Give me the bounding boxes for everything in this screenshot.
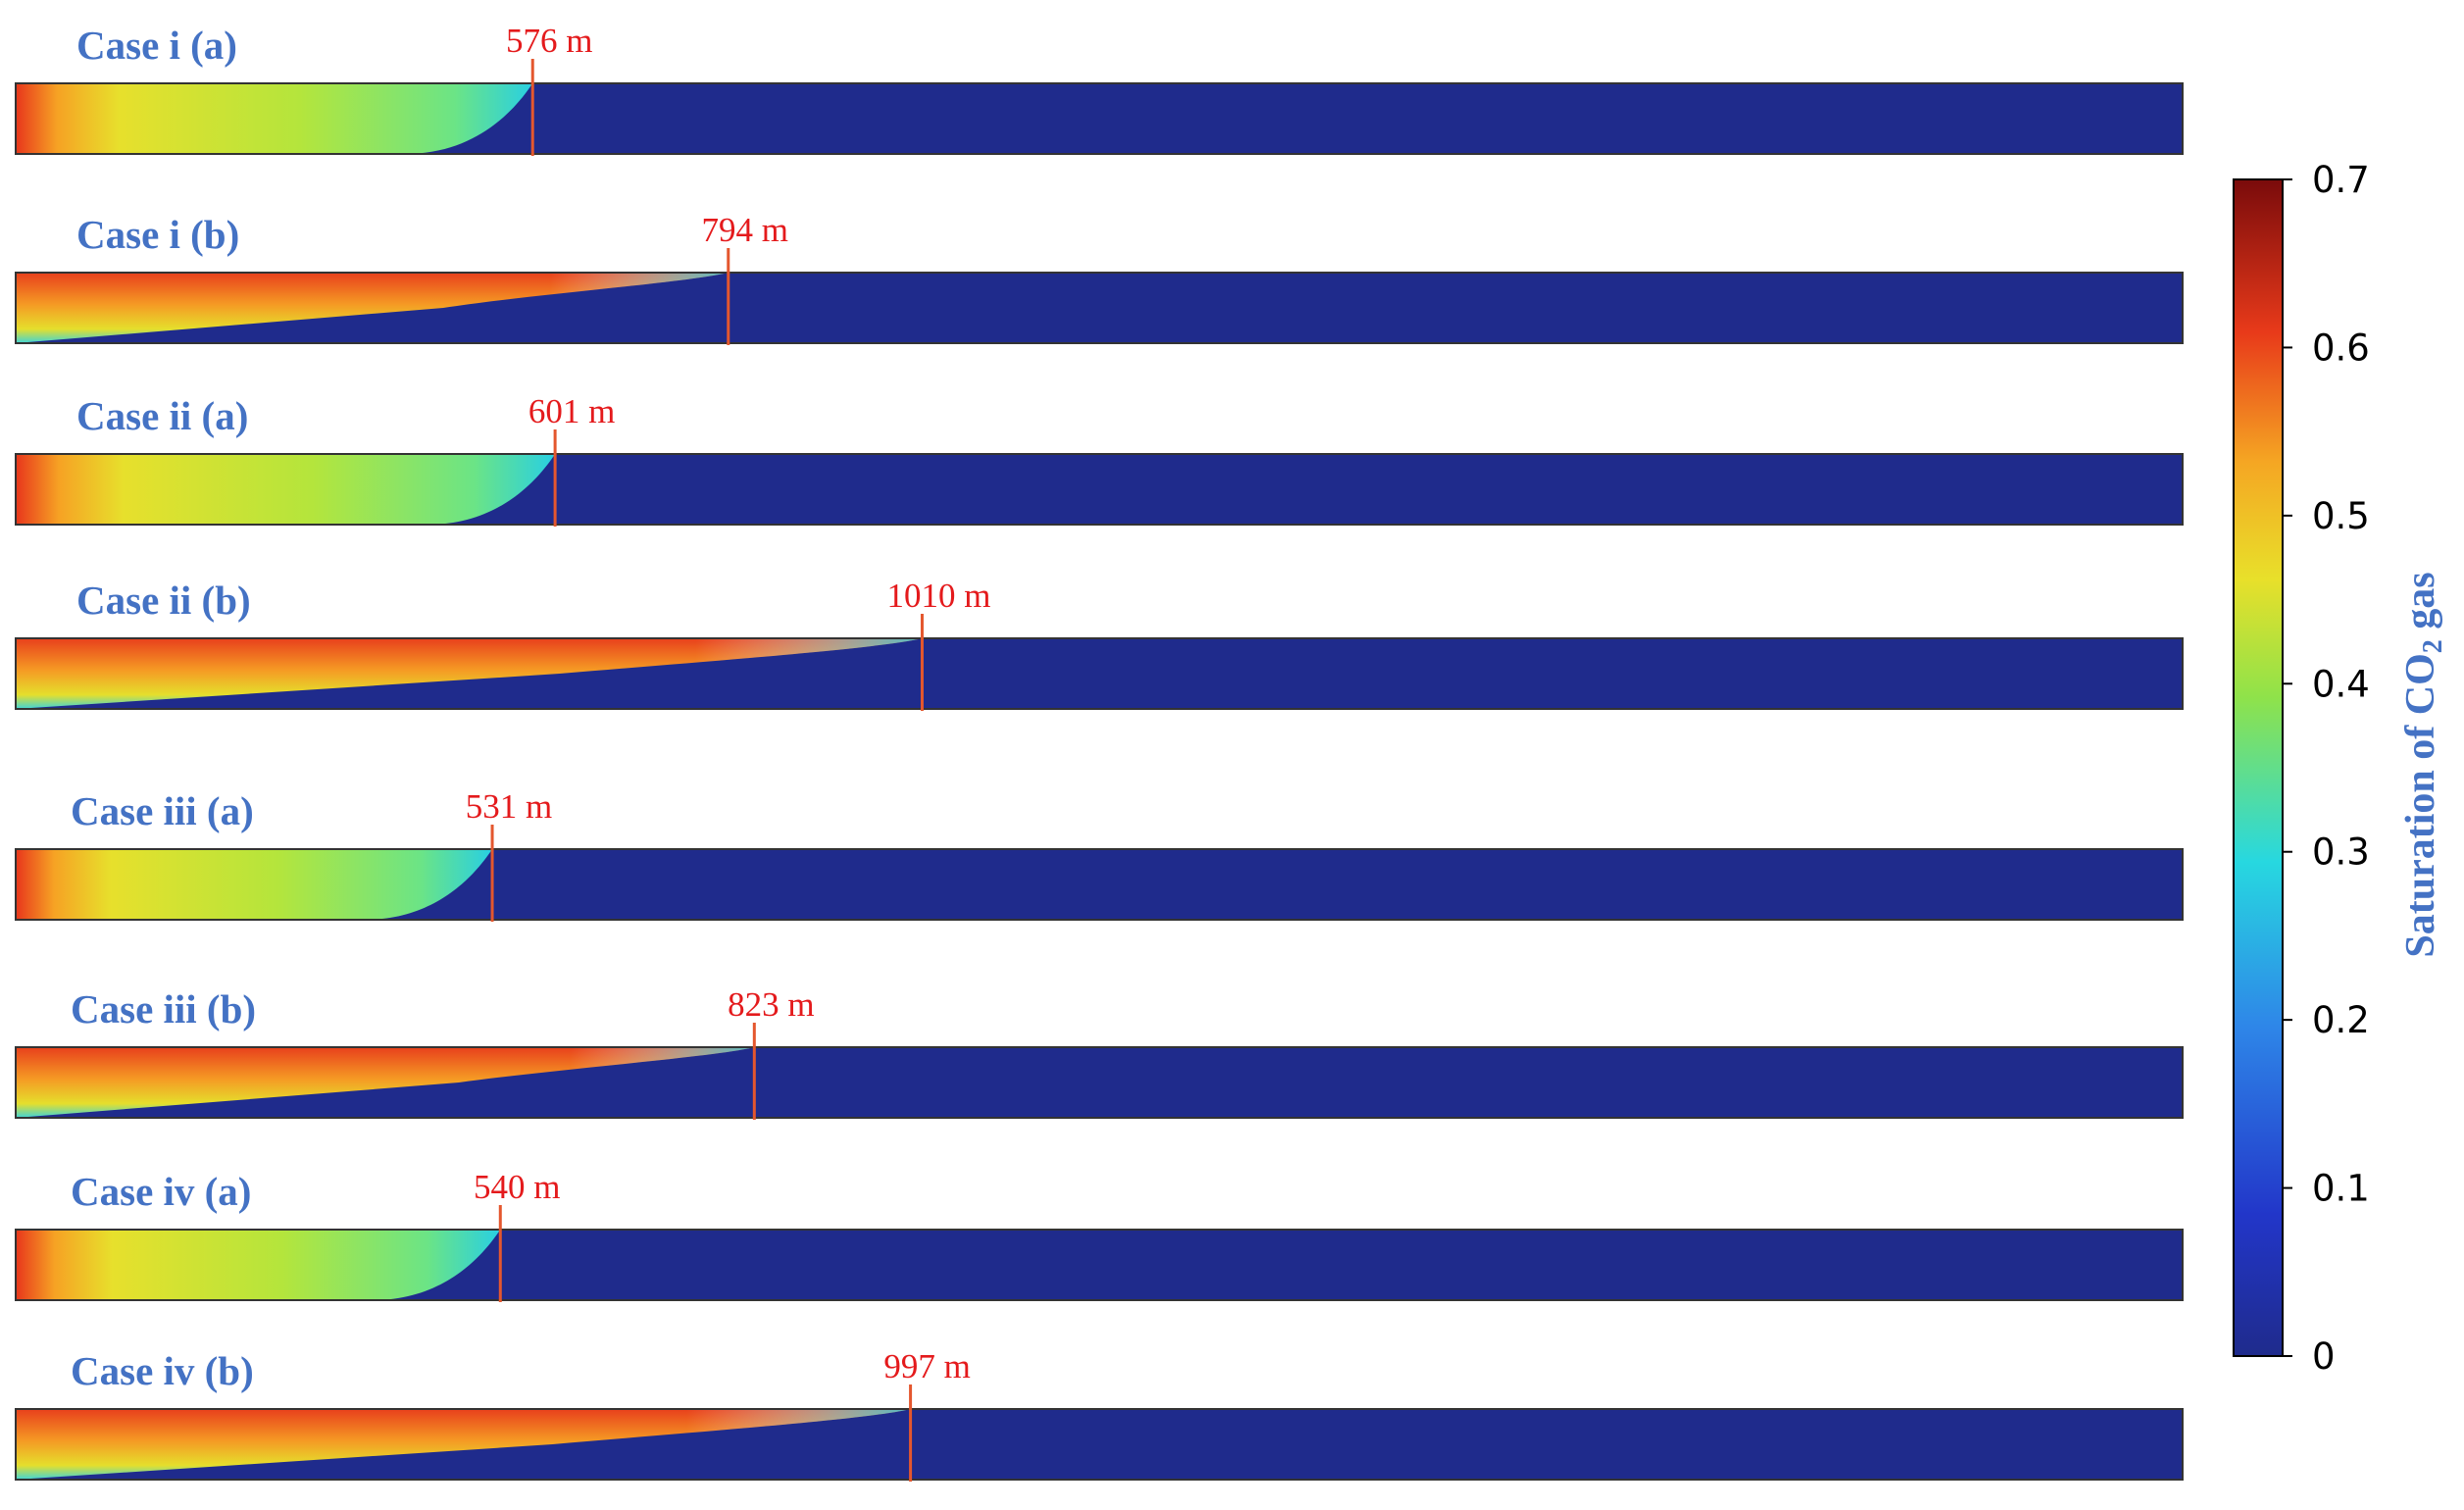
colorbar-gradient [2233,178,2284,1357]
domain-border [15,453,2184,526]
case-label: Case ii (a) [76,393,248,438]
case-panel: 794 m Case i (b) [15,211,2184,345]
case-label: Case i (a) [76,23,237,68]
co2-plume [16,849,493,920]
colorbar-tick-label: 0.6 [2312,327,2370,369]
colorbar-tick-label: 0.4 [2312,663,2370,705]
case-panels: 576 m Case i (a) 794 m Case i (b) 601 m Case … [15,22,2184,1482]
case-panel: 601 m Case ii (a) [15,392,2184,527]
case-label: Case i (b) [76,212,239,257]
colorbar-tick-label: 0.2 [2312,999,2370,1041]
colorbar-tick-label: 0.7 [2312,159,2370,201]
case-label: Case iii (b) [71,986,256,1032]
front-distance-label: 601 m [528,392,615,430]
case-label: Case ii (b) [76,578,251,623]
domain-border [15,82,2184,155]
case-label: Case iii (a) [71,788,254,833]
colorbar-tick-label: 0.1 [2312,1168,2370,1210]
front-distance-label: 540 m [474,1168,560,1206]
plume-tip-shade [16,1047,755,1118]
case-label: Case iv (b) [71,1348,254,1393]
case-panel: 823 m Case iii (b) [15,985,2184,1120]
front-distance-label: 794 m [702,211,788,249]
domain-border [15,637,2184,710]
front-distance-label: 576 m [506,22,592,60]
plume-tip-shade [16,273,729,343]
case-label: Case iv (a) [71,1169,251,1214]
colorbar-tick-label: 0.5 [2312,495,2370,537]
domain-border [15,848,2184,921]
colorbar: 0 0.1 0.2 0.3 0.4 0.5 0.6 0.7 Saturation of CO2… [2233,159,2448,1378]
case-panel: 531 m Case iii (a) [15,787,2184,922]
front-distance-label: 997 m [883,1347,970,1385]
colorbar-title: Saturation of CO2 gas [2398,572,2448,957]
case-panel: 1010 m Case ii (b) [15,577,2184,711]
case-panel: 997 m Case iv (b) [15,1347,2184,1482]
colorbar-tick-label: 0.3 [2312,831,2370,874]
domain-border [15,1046,2184,1119]
domain-border [15,272,2184,344]
co2-plume [16,83,533,154]
front-distance-label: 823 m [728,985,814,1024]
plume-tip-shade [16,638,923,709]
case-panel: 576 m Case i (a) [15,22,2184,156]
front-distance-label: 1010 m [886,577,990,615]
case-panel: 540 m Case iv (a) [15,1168,2184,1302]
colorbar-tick-label: 0 [2312,1335,2336,1378]
colorbar-ticks: 0 0.1 0.2 0.3 0.4 0.5 0.6 0.7 [2283,159,2370,1378]
plume-tip-shade [16,1409,911,1480]
co2-plume [16,1230,501,1300]
co2-plume [16,454,556,525]
domain-border [15,1408,2184,1481]
domain-border [15,1229,2184,1301]
front-distance-label: 531 m [466,787,552,826]
